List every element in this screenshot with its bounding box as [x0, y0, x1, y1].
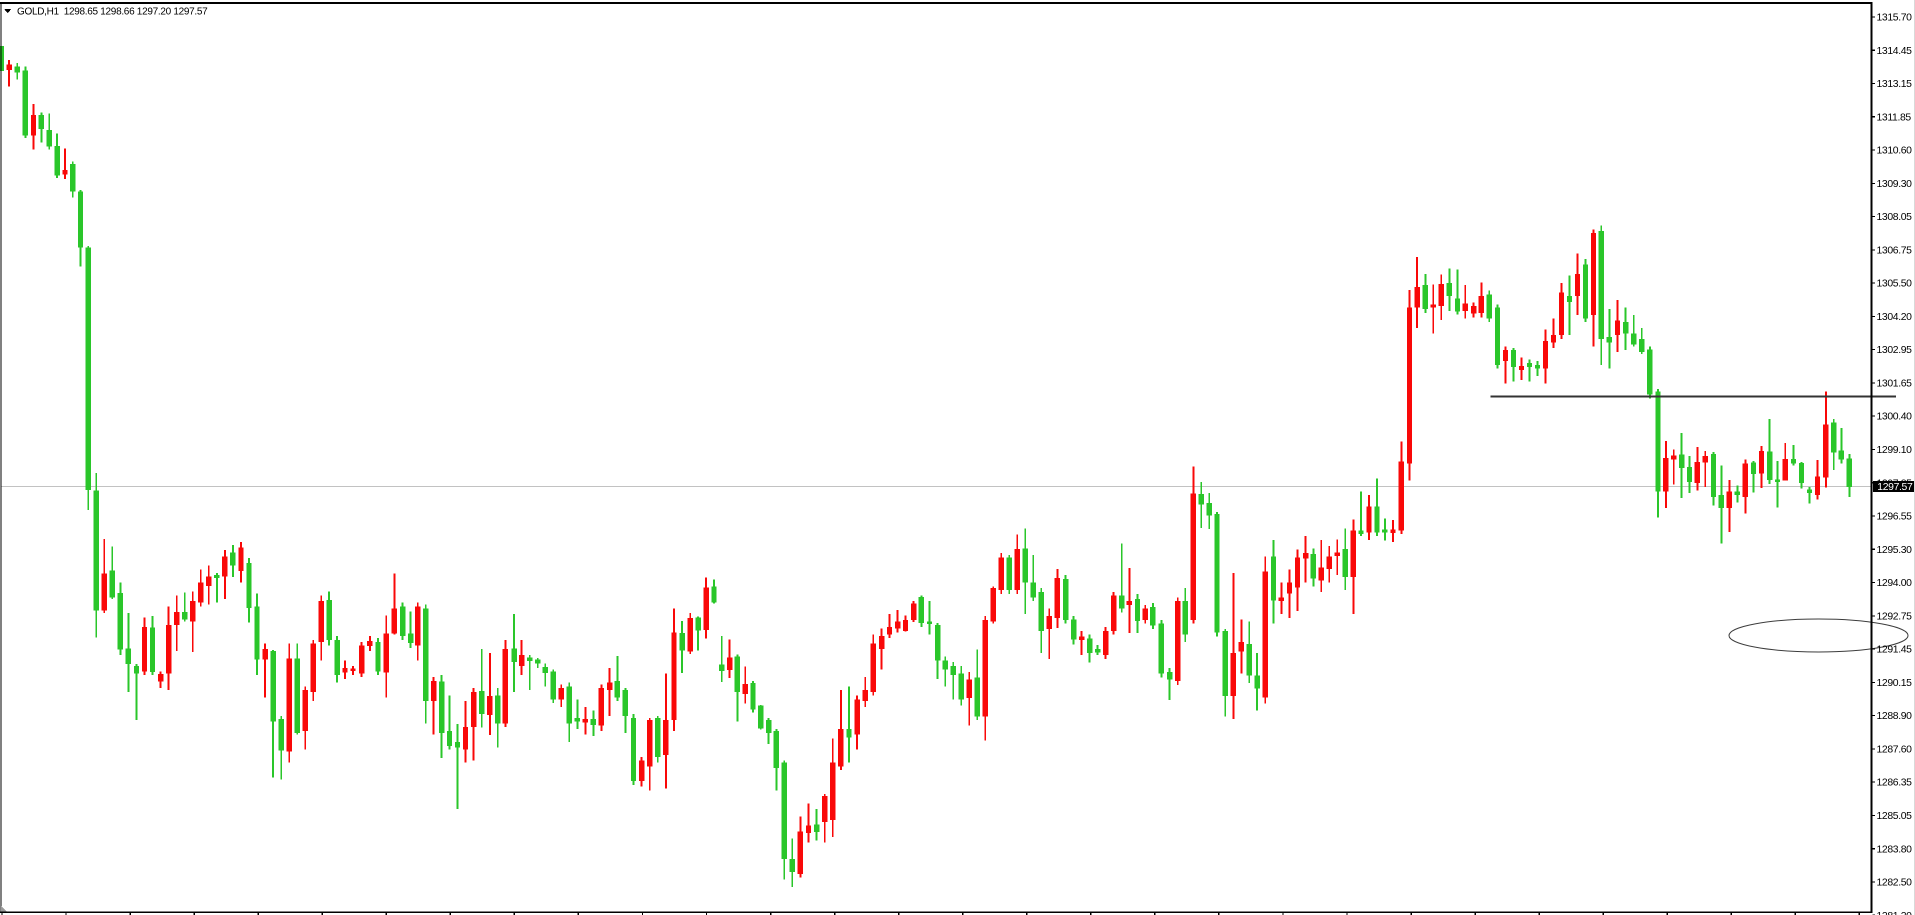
- svg-text:1306.75: 1306.75: [1877, 245, 1913, 256]
- svg-text:1285.05: 1285.05: [1877, 811, 1913, 822]
- svg-text:1300.40: 1300.40: [1877, 412, 1913, 423]
- svg-text:1308.05: 1308.05: [1877, 212, 1913, 223]
- svg-text:1291.45: 1291.45: [1877, 645, 1913, 656]
- svg-text:1297.57: 1297.57: [1877, 482, 1913, 493]
- svg-text:1302.95: 1302.95: [1877, 345, 1913, 356]
- svg-text:1295.30: 1295.30: [1877, 545, 1913, 556]
- svg-text:1305.50: 1305.50: [1877, 279, 1913, 290]
- svg-text:1290.15: 1290.15: [1877, 678, 1913, 689]
- svg-text:1282.50: 1282.50: [1877, 878, 1913, 889]
- svg-text:1314.45: 1314.45: [1877, 46, 1913, 57]
- svg-text:1292.75: 1292.75: [1877, 611, 1913, 622]
- svg-text:1311.85: 1311.85: [1877, 112, 1912, 123]
- svg-text:1299.10: 1299.10: [1877, 445, 1913, 456]
- svg-text:1294.00: 1294.00: [1877, 578, 1913, 589]
- svg-text:1301.65: 1301.65: [1877, 378, 1913, 389]
- svg-text:1286.35: 1286.35: [1877, 778, 1913, 789]
- svg-text:1315.70: 1315.70: [1877, 13, 1913, 24]
- svg-text:1304.20: 1304.20: [1877, 312, 1913, 323]
- svg-text:1287.60: 1287.60: [1877, 744, 1913, 755]
- svg-text:1310.60: 1310.60: [1877, 146, 1913, 157]
- svg-text:1283.80: 1283.80: [1877, 844, 1913, 855]
- svg-text:1281.20: 1281.20: [1877, 911, 1913, 915]
- svg-text:1309.30: 1309.30: [1877, 179, 1913, 190]
- svg-text:1313.15: 1313.15: [1877, 79, 1913, 90]
- svg-text:1296.55: 1296.55: [1877, 512, 1913, 523]
- svg-text:GOLD,H1 1298.65 1298.66 1297.: GOLD,H1 1298.65 1298.66 1297.20 1297.57: [17, 6, 208, 17]
- svg-text:1288.90: 1288.90: [1877, 711, 1913, 722]
